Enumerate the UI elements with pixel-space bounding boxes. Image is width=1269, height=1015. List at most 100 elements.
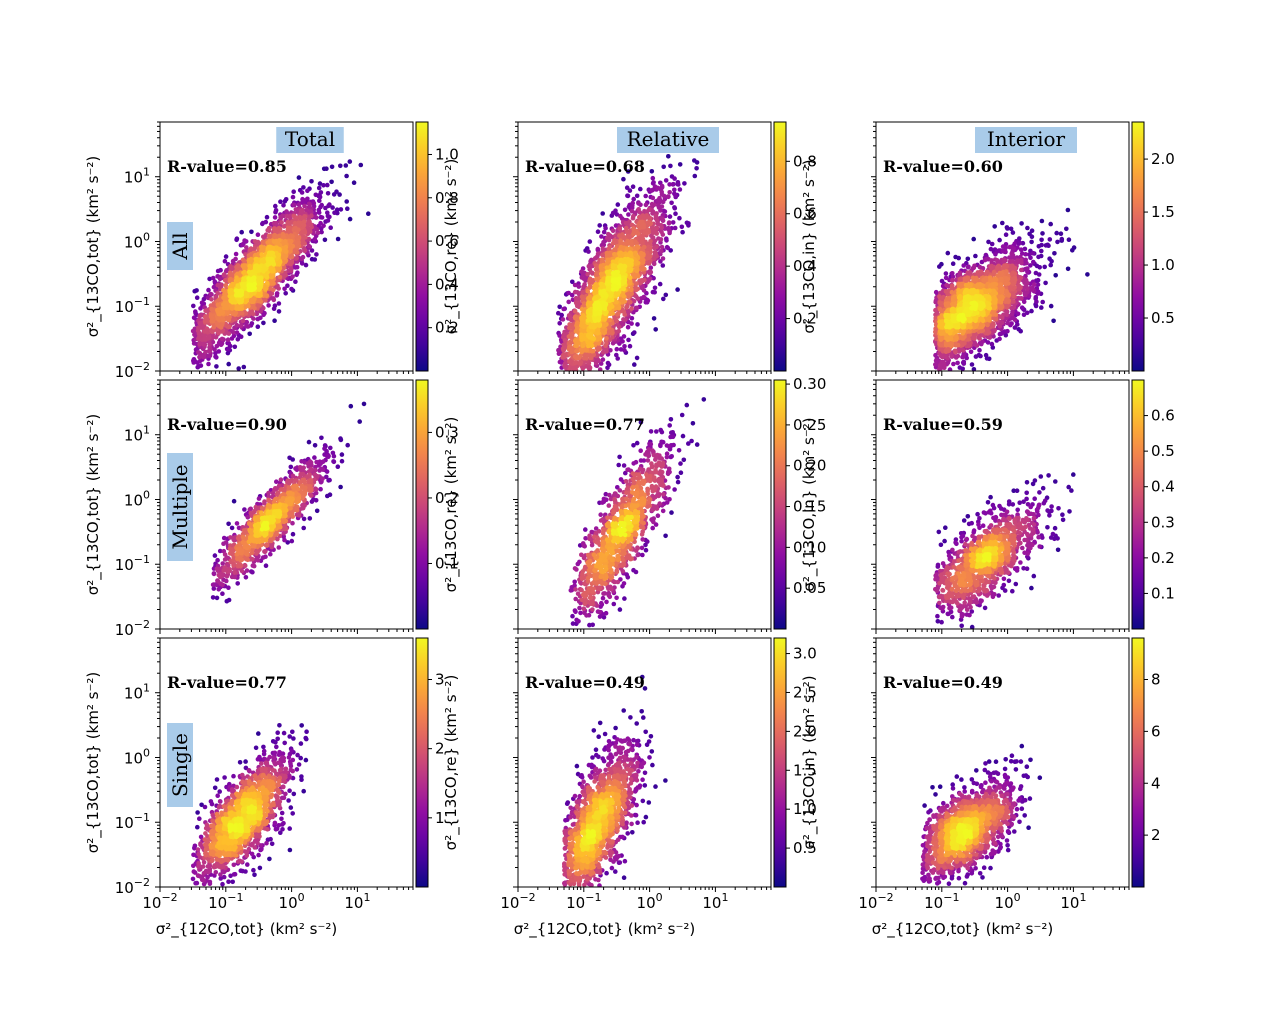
y-tick-label: 100 [124, 230, 150, 251]
data-point [603, 343, 608, 349]
data-point [606, 237, 611, 242]
data-point [332, 210, 337, 215]
data-point [222, 278, 228, 283]
data-point [205, 318, 211, 324]
data-point [615, 322, 620, 327]
data-point [308, 209, 314, 214]
data-point [663, 178, 669, 183]
data-point [616, 306, 622, 311]
data-point [207, 342, 212, 347]
data-point [223, 268, 229, 274]
data-point [595, 251, 601, 256]
data-point [218, 325, 224, 330]
data-point [983, 352, 989, 358]
data-point [628, 299, 633, 305]
data-point [216, 349, 222, 354]
data-point [207, 353, 213, 359]
data-point [650, 187, 656, 193]
data-point [197, 313, 202, 319]
data-point [236, 366, 241, 371]
data-point [240, 318, 246, 324]
data-point [576, 284, 582, 289]
data-point [609, 331, 615, 336]
data-point [1010, 315, 1016, 321]
data-point [597, 311, 603, 316]
data-point [250, 303, 256, 308]
data-point [1054, 230, 1059, 236]
data-point [238, 293, 243, 298]
data-point [227, 324, 232, 330]
data-point [664, 236, 669, 241]
data-point [210, 339, 216, 345]
data-point [286, 220, 292, 226]
data-point [621, 334, 627, 339]
data-point [617, 251, 622, 256]
data-point [659, 204, 665, 209]
data-point [334, 207, 340, 212]
data-point [1064, 226, 1069, 232]
data-point [292, 202, 297, 208]
data-point [672, 187, 677, 193]
data-point [625, 169, 631, 174]
data-point [673, 211, 678, 216]
colorbar [415, 121, 429, 372]
data-point [557, 304, 562, 310]
data-point [639, 214, 645, 219]
data-point [638, 202, 643, 208]
data-point [960, 366, 965, 371]
data-point [264, 214, 270, 220]
data-point [692, 173, 698, 179]
data-point [212, 279, 218, 284]
data-point [296, 227, 301, 232]
data-point [294, 255, 300, 261]
data-point [1049, 258, 1054, 264]
data-point [658, 237, 664, 242]
data-point [632, 330, 637, 335]
data-point [272, 318, 277, 324]
data-point [276, 301, 282, 306]
data-point [306, 243, 312, 249]
data-point [586, 332, 591, 338]
colorbar-tick-label: 1.0 [435, 145, 459, 163]
data-point [206, 335, 212, 341]
data-point [1065, 207, 1071, 213]
data-point [209, 297, 214, 302]
data-point [664, 244, 670, 250]
data-point [1017, 240, 1022, 245]
data-point [318, 190, 324, 195]
data-point [980, 266, 986, 271]
data-point [265, 280, 270, 286]
data-point [196, 330, 202, 336]
data-point [198, 358, 203, 364]
data-point [663, 292, 669, 298]
data-point [345, 206, 350, 211]
data-point [250, 311, 256, 317]
data-point [650, 289, 656, 295]
data-point [234, 275, 239, 281]
data-point [1033, 294, 1039, 300]
data-point [626, 337, 631, 343]
data-point [269, 257, 275, 263]
row-label: All [168, 232, 192, 260]
data-point [210, 275, 216, 281]
data-point [961, 263, 966, 268]
column-title-box [617, 127, 719, 153]
data-point [651, 245, 657, 251]
data-point [581, 301, 587, 306]
data-point [943, 271, 949, 276]
data-point [289, 286, 294, 292]
data-point [943, 275, 949, 281]
data-point [246, 324, 251, 329]
data-point [249, 278, 254, 283]
data-point [285, 283, 290, 289]
data-point [586, 343, 591, 349]
data-point [603, 311, 608, 317]
data-point [579, 347, 584, 353]
data-point [234, 322, 240, 328]
data-point [622, 279, 627, 285]
data-point [338, 163, 343, 169]
data-point [291, 189, 297, 194]
data-point [1022, 246, 1028, 252]
data-point [198, 306, 203, 311]
data-point [692, 158, 697, 163]
